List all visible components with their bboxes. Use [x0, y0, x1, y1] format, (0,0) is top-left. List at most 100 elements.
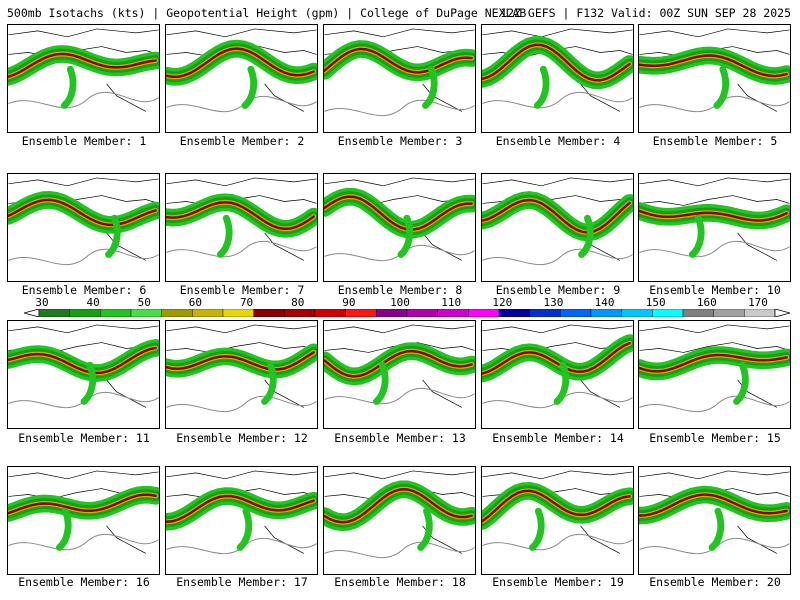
scale-tick-label: 170: [748, 296, 768, 309]
scale-tick-label: 70: [239, 296, 254, 309]
coastline: [8, 28, 159, 112]
scale-swatch: [69, 309, 101, 317]
height-contour: [482, 533, 633, 551]
scale-tick-label: 30: [35, 296, 49, 309]
isotach-lobe: [578, 214, 594, 258]
isotach-lobe: [80, 361, 97, 405]
ensemble-member-map: [638, 173, 791, 282]
scale-tick-label: 80: [291, 296, 305, 309]
isotach-band: [8, 198, 157, 227]
isotach-lobe: [529, 507, 545, 551]
height-contour: [8, 533, 159, 551]
scale-tick-label: 130: [543, 296, 564, 309]
scale-swatch: [314, 309, 346, 317]
isotach-band: [166, 47, 315, 78]
scale-tick-label: 110: [441, 296, 462, 309]
height-contour: [324, 99, 475, 117]
isotach-lobe: [688, 214, 705, 258]
height-contour: [166, 395, 317, 413]
ensemble-member-map: [323, 24, 476, 133]
height-contour: [166, 95, 317, 113]
isotach-band: [639, 209, 788, 222]
scale-swatch: [468, 309, 500, 317]
isotach-lobe: [236, 507, 253, 551]
isotach-band: [166, 494, 315, 524]
isotach-band: [166, 351, 315, 371]
member-caption: Ensemble Member: 5: [652, 134, 778, 148]
isotach-band: [482, 198, 631, 234]
member-caption: Ensemble Member: 12: [176, 431, 308, 445]
scale-swatch: [621, 309, 653, 317]
height-contour: [639, 240, 790, 258]
isotach-lobe: [216, 214, 233, 258]
scale-tick-label: 50: [137, 296, 151, 309]
isotach-lobe: [241, 65, 258, 109]
scale-swatch: [498, 309, 530, 317]
member-caption: Ensemble Member: 8: [337, 283, 463, 297]
scale-swatch: [682, 309, 714, 317]
height-contour: [324, 387, 475, 405]
isotach-lobe: [733, 361, 749, 405]
height-contour: [8, 91, 159, 109]
coastline: [639, 177, 790, 261]
ensemble-member-map: [481, 466, 634, 575]
scale-swatch: [161, 309, 193, 317]
scale-tick-label: 60: [188, 296, 203, 309]
height-contour: [639, 395, 790, 413]
member-caption: Ensemble Member: 6: [21, 283, 147, 297]
member-caption: Ensemble Member: 14: [492, 431, 624, 445]
isotach-band: [482, 43, 631, 82]
isotach-lobe: [105, 214, 121, 258]
isotach-band: [166, 201, 315, 231]
scale-swatch: [744, 309, 776, 317]
map-title: 500mb Isotachs (kts) | Geopotential Heig…: [7, 6, 527, 20]
member-caption: Ensemble Member: 2: [179, 134, 305, 148]
scale-swatch: [437, 309, 469, 317]
scale-swatch: [130, 309, 162, 317]
ensemble-member-map: [7, 466, 160, 575]
isotach-band: [324, 349, 473, 378]
isotach-band: [8, 346, 157, 375]
isotach-band: [324, 195, 473, 231]
member-caption: Ensemble Member: 13: [334, 431, 466, 445]
scale-tick-label: 140: [594, 296, 615, 309]
coastline: [166, 470, 317, 554]
ensemble-member-map: [323, 466, 476, 575]
scale-swatch: [406, 309, 438, 317]
member-caption: Ensemble Member: 11: [18, 431, 150, 445]
isotach-lobe: [261, 361, 277, 405]
ensemble-member-map: [481, 24, 634, 133]
ensemble-member-map: [165, 320, 318, 429]
member-caption: Ensemble Member: 20: [649, 575, 781, 589]
height-contour: [324, 541, 475, 559]
scale-high-arrow: [774, 309, 790, 317]
ensemble-member-map: [7, 24, 160, 133]
member-caption: Ensemble Member: 7: [179, 283, 305, 297]
isotach-lobe: [422, 65, 438, 109]
isotach-band: [482, 489, 631, 523]
ensemble-member-map: [165, 466, 318, 575]
member-caption: Ensemble Member: 18: [334, 575, 466, 589]
isotach-lobe: [397, 214, 414, 258]
ensemble-member-map: [481, 173, 634, 282]
ensemble-member-map: [638, 320, 791, 429]
scale-swatch: [560, 309, 592, 317]
member-caption: Ensemble Member: 1: [21, 134, 147, 148]
scale-tick-label: 120: [492, 296, 513, 309]
scale-tick-label: 150: [645, 296, 666, 309]
isotach-band: [324, 47, 473, 74]
scale-swatch: [713, 309, 745, 317]
scale-swatch: [253, 309, 285, 317]
ensemble-member-map: [481, 320, 634, 429]
isotach-lobe: [372, 361, 389, 405]
ensemble-member-map: [7, 320, 160, 429]
isotach-lobe: [713, 65, 730, 109]
member-caption: Ensemble Member: 3: [337, 134, 463, 148]
scale-swatch: [222, 309, 254, 317]
scale-swatch: [590, 309, 622, 317]
scale-swatch: [345, 309, 377, 317]
scale-swatch: [100, 309, 132, 317]
scale-tick-label: 90: [342, 296, 356, 309]
ensemble-member-map: [323, 173, 476, 282]
scale-swatch: [652, 309, 684, 317]
